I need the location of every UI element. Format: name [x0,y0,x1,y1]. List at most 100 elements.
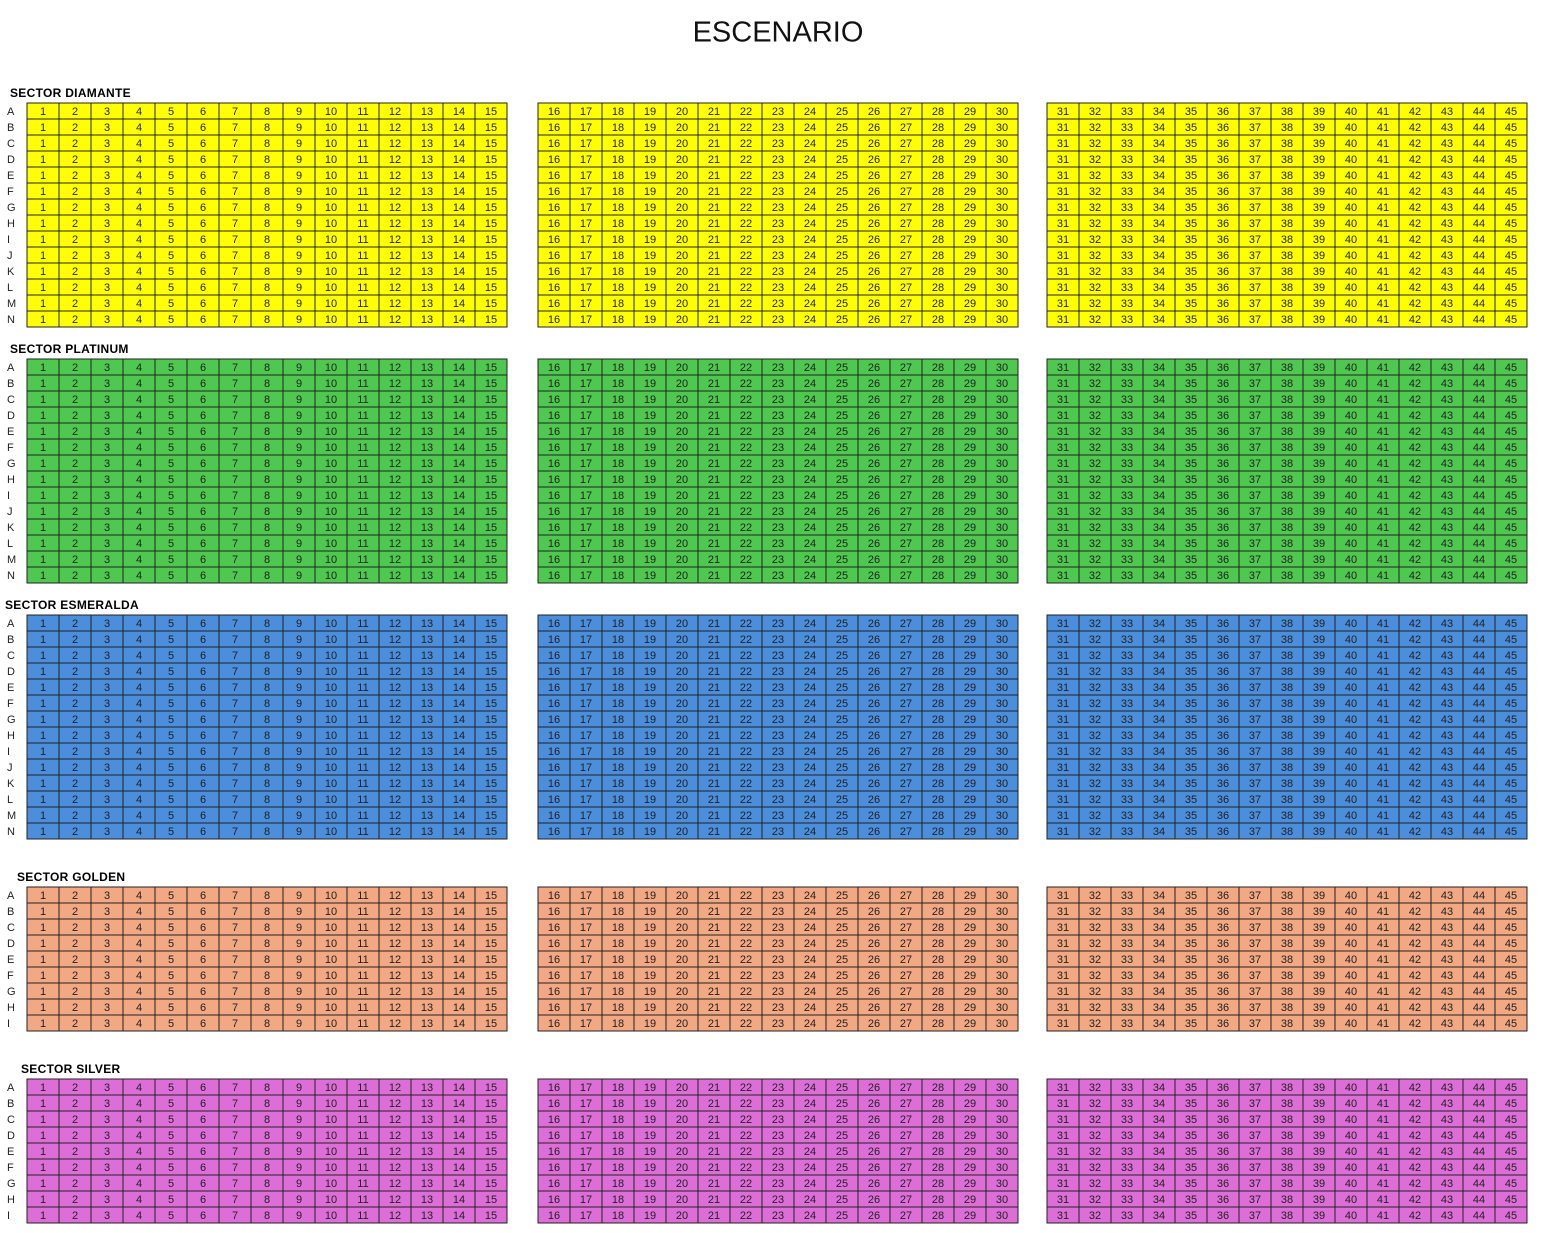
seat-number: 3 [104,922,110,934]
seat-number: 23 [772,410,784,422]
seat-number: 5 [168,234,174,246]
seat-number: 26 [868,282,880,294]
seat-number: 19 [644,458,656,470]
seat-number: 32 [1089,250,1101,262]
seat-number: 42 [1409,682,1421,694]
seat-number: 16 [548,922,560,934]
seat-number: 10 [325,1018,337,1030]
seat-number: 9 [296,954,302,966]
seat-number: 45 [1505,426,1517,438]
seat-number: 17 [580,426,592,438]
seat-number: 37 [1249,154,1261,166]
seat-number: 12 [389,554,401,566]
seat-number: 18 [612,234,624,246]
seat-number: 35 [1185,682,1197,694]
seat-number: 41 [1377,170,1389,182]
seat-number: 5 [168,634,174,646]
seat-number: 10 [325,666,337,678]
seat-number: 9 [296,986,302,998]
seat-number: 18 [612,474,624,486]
seat-number: 21 [708,682,720,694]
seat-number: 6 [200,186,206,198]
seat-number: 3 [104,506,110,518]
seat-number: 12 [389,250,401,262]
seat-number: 21 [708,938,720,950]
seat-number: 3 [104,282,110,294]
seat-number: 44 [1473,298,1485,310]
seat-number: 18 [612,650,624,662]
seat-number: 32 [1089,826,1101,838]
seat-number: 11 [357,890,368,902]
seat-number: 13 [421,442,433,454]
seat-number: 11 [357,522,368,534]
seat-number: 40 [1345,138,1357,150]
row-label: M [7,298,16,310]
seat-number: 38 [1281,234,1293,246]
seat-number: 37 [1249,394,1261,406]
seat-number: 30 [996,154,1008,166]
seat-number: 30 [996,778,1008,790]
seat-number: 34 [1153,554,1165,566]
seat-number: 39 [1313,906,1325,918]
seat-number: 28 [932,954,944,966]
seat-number: 22 [740,954,752,966]
seat-number: 31 [1057,202,1069,214]
seat-number: 30 [996,986,1008,998]
seat-number: 35 [1185,186,1197,198]
seat-number: 39 [1313,138,1325,150]
seat-number: 2 [72,186,78,198]
seat-number: 24 [804,490,816,502]
seat-number: 26 [868,570,880,582]
seat-number: 7 [232,810,238,822]
seat-number: 1 [40,218,46,230]
seat-number: 27 [900,890,912,902]
seat-number: 19 [644,234,656,246]
seat-number: 16 [548,746,560,758]
row-label: G [7,714,16,726]
seat-number: 16 [548,698,560,710]
seat-number: 38 [1281,746,1293,758]
seat-number: 19 [644,1082,656,1094]
seat-number: 6 [200,570,206,582]
seat-number: 12 [389,1082,401,1094]
seat-number: 22 [740,1130,752,1142]
seat-number: 29 [964,746,976,758]
sector-label: SECTOR DIAMANTE [10,86,131,100]
seat-number: 24 [804,1018,816,1030]
seat-number: 32 [1089,218,1101,230]
seat-number: 12 [389,122,401,134]
seat-number: 14 [453,682,465,694]
seat-number: 44 [1473,378,1485,390]
seat-number: 9 [296,618,302,630]
seat-number: 43 [1441,810,1453,822]
seat-number: 29 [964,650,976,662]
seat-number: 7 [232,746,238,758]
seat-number: 8 [264,202,270,214]
seat-number: 2 [72,986,78,998]
seat-number: 20 [676,794,688,806]
seat-number: 34 [1153,746,1165,758]
seat-number: 7 [232,154,238,166]
seat-number: 18 [612,698,624,710]
seat-number: 11 [357,362,368,374]
seat-number: 28 [932,938,944,950]
seat-number: 30 [996,938,1008,950]
seat-number: 16 [548,538,560,550]
seat-number: 30 [996,826,1008,838]
seat-number: 4 [136,762,142,774]
seat-number: 10 [325,986,337,998]
seat-number: 31 [1057,1002,1069,1014]
seat-number: 20 [676,730,688,742]
seat-number: 39 [1313,506,1325,518]
seat-number: 7 [232,1018,238,1030]
seat-number: 17 [580,666,592,678]
seat-number: 12 [389,266,401,278]
seat-number: 18 [612,714,624,726]
seat-number: 43 [1441,554,1453,566]
seat-number: 37 [1249,266,1261,278]
seat-number: 2 [72,122,78,134]
seat-number: 17 [580,634,592,646]
seat-number: 38 [1281,474,1293,486]
seat-number: 42 [1409,362,1421,374]
